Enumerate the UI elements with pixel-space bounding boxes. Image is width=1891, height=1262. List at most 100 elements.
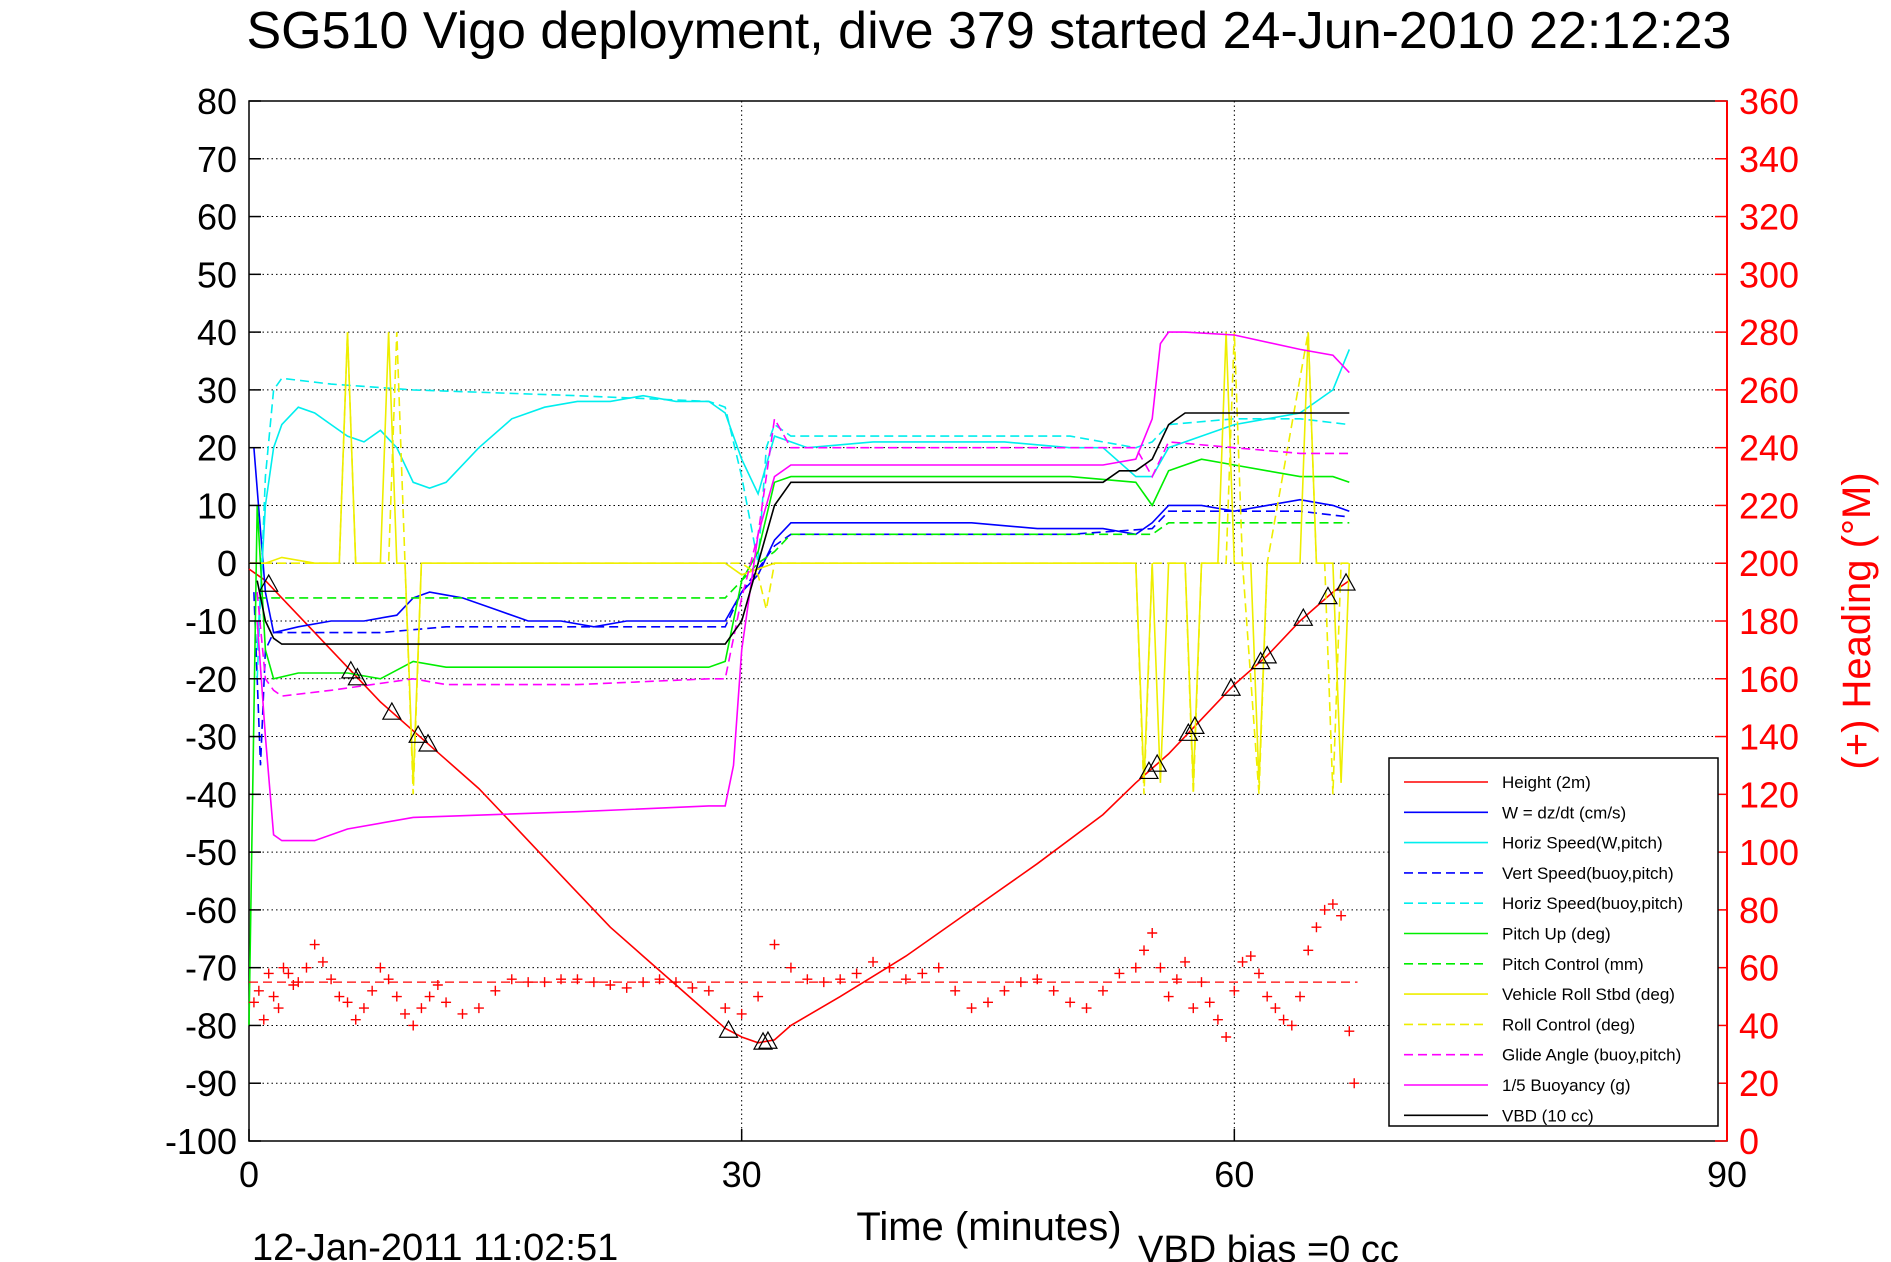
- series-line-9: [256, 416, 1350, 697]
- heading-point: [1065, 997, 1076, 1008]
- heading-layer: [248, 899, 1360, 1089]
- y2-axis-label: (+) Heading (°M): [1835, 472, 1879, 769]
- heading-point: [572, 974, 583, 985]
- heading-point: [293, 977, 304, 988]
- y-tick-label: -90: [185, 1063, 237, 1104]
- heading-point: [408, 1020, 419, 1031]
- heading-point: [1204, 997, 1215, 1008]
- heading-point: [253, 985, 264, 996]
- heading-point: [1155, 962, 1166, 973]
- triangle-marker: [1257, 645, 1278, 664]
- heading-point: [424, 991, 435, 1002]
- series-line-2: [256, 349, 1351, 650]
- triangle-marker: [718, 1019, 739, 1038]
- y-tick-label: 50: [197, 254, 237, 295]
- heading-point: [1171, 974, 1182, 985]
- triangle-marker: [1147, 753, 1168, 772]
- triangle-marker: [417, 733, 439, 752]
- y2-tick-label: 100: [1739, 832, 1799, 873]
- heading-point: [301, 962, 312, 973]
- series-line-11: [256, 412, 1350, 645]
- heading-point: [966, 1003, 977, 1014]
- heading-point: [621, 982, 632, 993]
- heading-point: [457, 1008, 468, 1019]
- y2-tick-label: 80: [1739, 890, 1779, 931]
- triangle-marker: [1335, 572, 1357, 591]
- heading-point: [769, 939, 780, 950]
- legend-label-4: Horiz Speed(buoy,pitch): [1502, 894, 1683, 913]
- heading-point: [1221, 1032, 1232, 1042]
- triangle-marker: [347, 667, 368, 686]
- y2-tick-label: 0: [1739, 1121, 1759, 1162]
- heading-point: [1015, 977, 1026, 988]
- series-line-3: [253, 510, 1350, 766]
- heading-point: [506, 974, 517, 985]
- y-tick-label: -60: [185, 890, 237, 931]
- heading-point: [273, 1003, 284, 1014]
- triangle-marker: [1138, 760, 1159, 780]
- heading-point: [391, 991, 402, 1002]
- legend-label-8: Roll Control (deg): [1502, 1015, 1635, 1034]
- y-tick-label: 40: [197, 312, 237, 353]
- x-tick-label: 90: [1707, 1154, 1747, 1195]
- heading-point: [350, 1014, 361, 1025]
- y2-tick-label: 140: [1739, 717, 1799, 758]
- heading-point: [1336, 910, 1347, 921]
- triangle-marker: [1178, 722, 1199, 741]
- heading-point: [785, 962, 796, 973]
- legend-label-2: Horiz Speed(W,pitch): [1502, 834, 1663, 853]
- heading-point: [868, 956, 879, 967]
- heading-point: [1081, 1003, 1092, 1014]
- heading-point: [588, 977, 599, 988]
- triangle-marker: [1184, 715, 1205, 734]
- heading-point: [278, 962, 289, 973]
- heading-point: [1270, 1003, 1281, 1014]
- heading-point: [539, 977, 550, 988]
- footer-timestamp: 12-Jan-2011 11:02:51: [252, 1227, 618, 1262]
- y-tick-label: 70: [197, 139, 237, 180]
- heading-point: [654, 974, 665, 985]
- heading-point: [900, 974, 911, 985]
- heading-point: [375, 962, 386, 973]
- y2-axis-ticks: 3603403203002802602402202001801601401201…: [1715, 81, 1799, 1162]
- heading-point: [1262, 991, 1273, 1002]
- heading-point: [999, 985, 1010, 996]
- triangle-marker: [1317, 586, 1338, 605]
- heading-point: [753, 991, 764, 1002]
- heading-point: [367, 985, 378, 996]
- legend-label-7: Vehicle Roll Stbd (deg): [1502, 985, 1675, 1004]
- heading-point: [248, 997, 259, 1008]
- heading-point: [1253, 968, 1264, 979]
- heading-point: [432, 980, 443, 990]
- heading-point: [605, 980, 616, 990]
- heading-point: [1319, 904, 1330, 915]
- legend-label-5: Pitch Up (deg): [1502, 925, 1611, 944]
- heading-point: [1196, 977, 1207, 988]
- heading-point: [1344, 1026, 1355, 1037]
- heading-point: [1278, 1014, 1289, 1025]
- y2-tick-label: 260: [1739, 370, 1799, 411]
- x-tick-label: 30: [722, 1154, 762, 1195]
- heading-point: [720, 1003, 731, 1014]
- y-tick-label: 20: [197, 428, 237, 469]
- triangle-marker: [1293, 607, 1314, 626]
- heading-point: [1130, 962, 1141, 973]
- y2-tick-label: 340: [1739, 139, 1799, 180]
- heading-point: [1212, 1014, 1223, 1025]
- series-layer: [248, 331, 1351, 1044]
- heading-point: [1327, 899, 1338, 910]
- heading-point: [334, 991, 345, 1002]
- legend: Height (2m) W = dz/dt (cm/s) Horiz Speed(W…: [1388, 757, 1719, 1127]
- x-tick-label: 0: [239, 1154, 259, 1195]
- y2-tick-label: 160: [1739, 659, 1799, 700]
- heading-point: [933, 962, 944, 973]
- heading-point: [309, 939, 320, 950]
- triangle-marker: [1221, 677, 1242, 696]
- y-tick-label: 0: [217, 543, 237, 584]
- heading-point: [1163, 991, 1174, 1002]
- heading-point: [638, 977, 649, 988]
- y2-tick-label: 280: [1739, 312, 1799, 353]
- heading-point: [1311, 922, 1322, 933]
- heading-point: [1032, 974, 1043, 985]
- legend-label-6: Pitch Control (mm): [1502, 955, 1644, 974]
